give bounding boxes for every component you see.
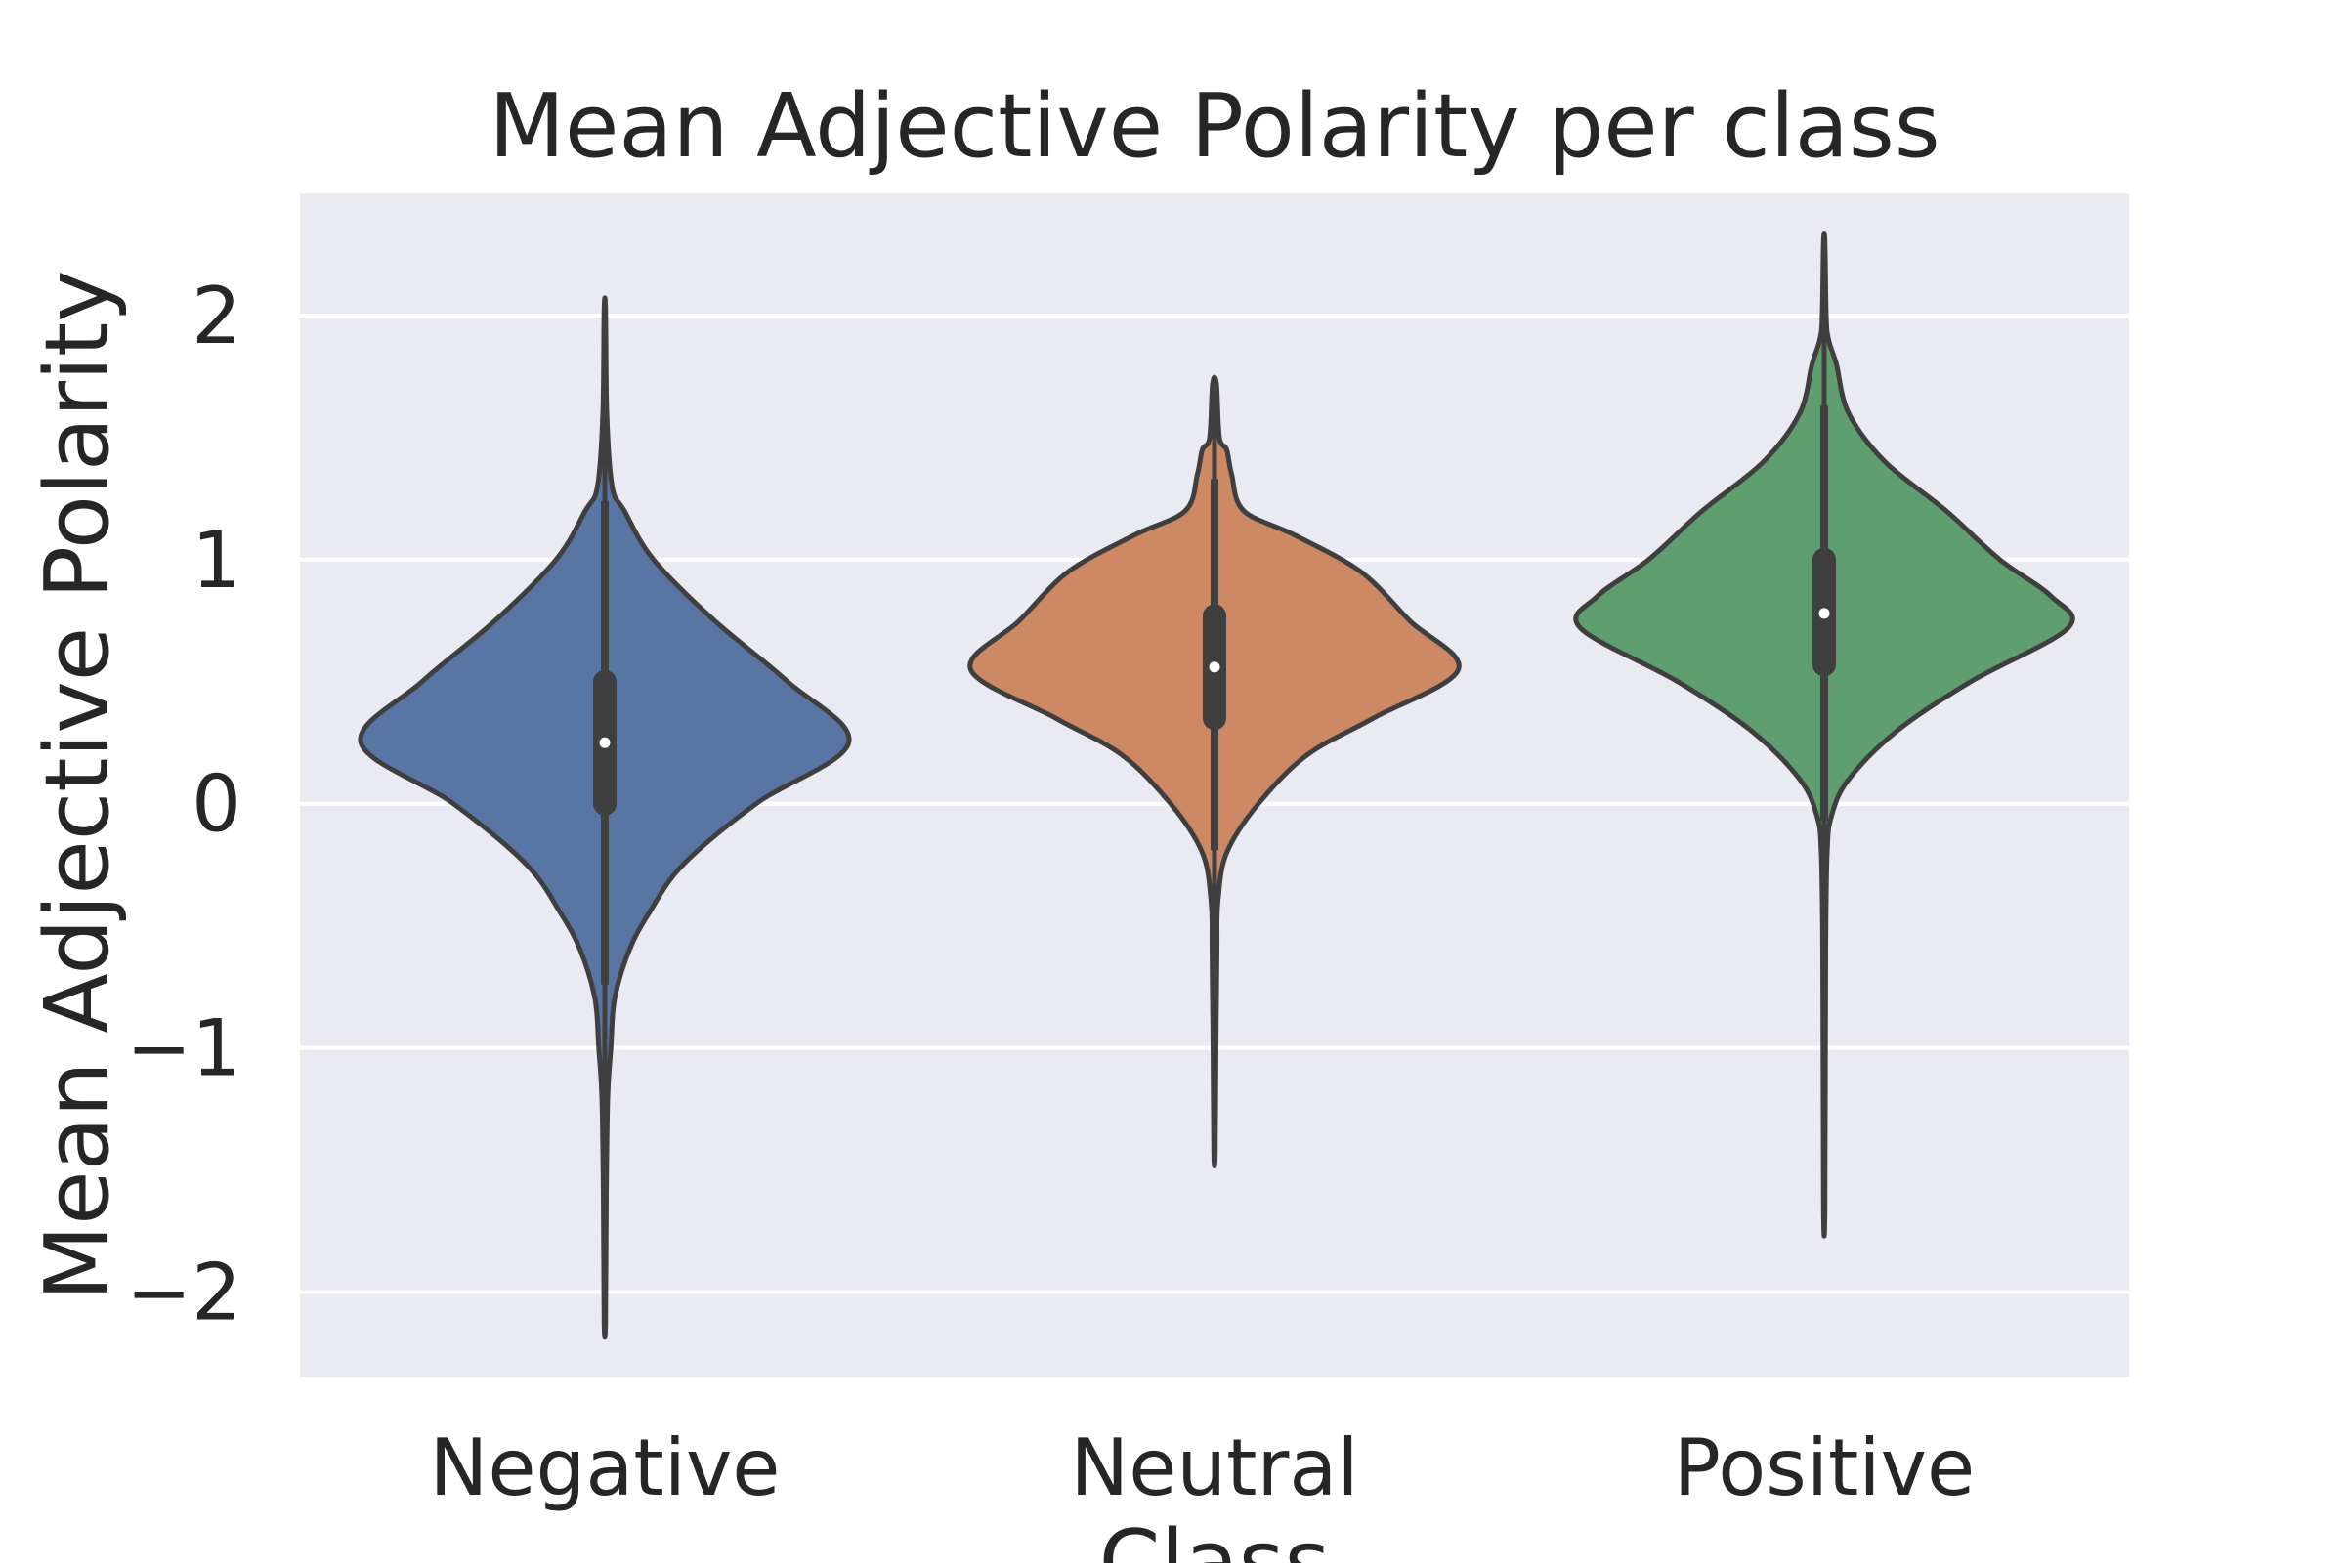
x-axis-label: Class <box>1099 1511 1331 1563</box>
y-tick-label: −1 <box>126 1003 241 1094</box>
y-tick-label: 1 <box>192 515 241 606</box>
x-tick-labels: Negative Neutral Positive <box>429 1422 1975 1513</box>
y-tick-label: 0 <box>192 759 241 850</box>
median-point <box>599 737 611 748</box>
y-axis-label: Mean Adjective Polarity <box>26 270 129 1300</box>
y-tick-label: −2 <box>126 1248 241 1338</box>
median-point <box>1818 608 1830 619</box>
median-point <box>1209 661 1220 673</box>
violins <box>358 231 2075 1340</box>
y-tick-label: 2 <box>192 271 241 361</box>
y-tick-labels: −2 −1 0 1 2 <box>126 271 241 1338</box>
x-tick-label: Neutral <box>1070 1422 1358 1513</box>
x-tick-label: Negative <box>429 1422 780 1513</box>
x-tick-label: Positive <box>1674 1422 1975 1513</box>
chart-title: Mean Adjective Polarity per class <box>489 75 1940 178</box>
